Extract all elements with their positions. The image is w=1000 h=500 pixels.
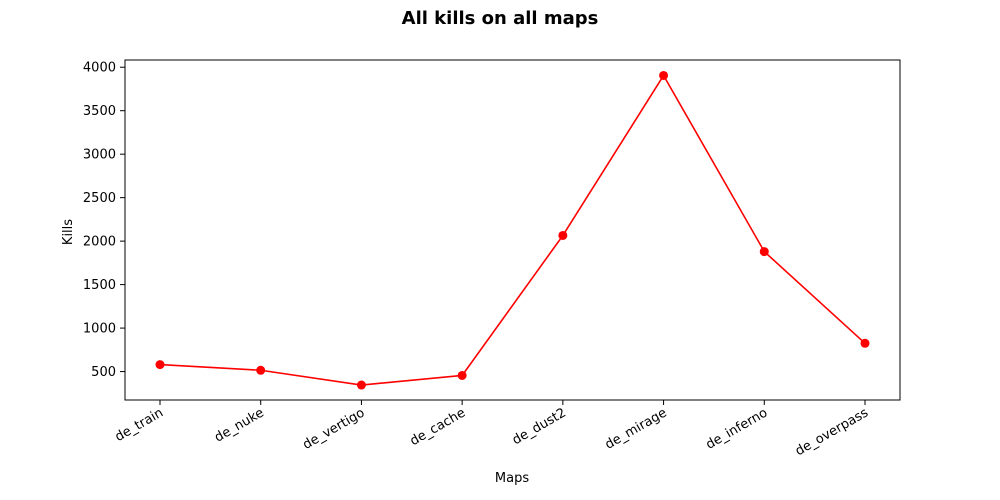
x-tick-label: de_inferno — [703, 405, 770, 452]
series-line — [159, 74, 866, 386]
y-tick-label: 1500 — [83, 278, 116, 293]
x-tick-label: de_cache — [408, 405, 469, 449]
data-point-de-dust2 — [558, 230, 568, 240]
x-tick-label: de_train — [113, 405, 166, 444]
x-tick-label: de_overpass — [793, 405, 871, 459]
data-point-de-nuke — [256, 365, 266, 375]
y-tick-label: 3000 — [83, 148, 116, 163]
data-point-de-train — [155, 360, 165, 370]
data-point-de-mirage — [659, 70, 669, 80]
x-axis-label: Maps — [495, 471, 529, 486]
x-tick-label: de_vertigo — [300, 405, 367, 452]
data-point-de-overpass — [860, 338, 870, 348]
data-point-de-vertigo — [356, 380, 366, 390]
y-tick-label: 3500 — [83, 104, 116, 119]
y-tick-label: 2500 — [83, 191, 116, 206]
x-tick-label: de_dust2 — [510, 405, 569, 448]
y-axis-label: Kills — [61, 219, 76, 245]
y-tick-label: 4000 — [83, 61, 116, 76]
y-tick-label: 2000 — [83, 235, 116, 250]
y-tick-label: 500 — [91, 365, 116, 380]
y-axis: 500 1000 1500 2000 2500 3000 3500 4000 — [83, 61, 125, 380]
data-point-de-cache — [457, 370, 467, 380]
chart-title: All kills on all maps — [402, 8, 599, 29]
x-tick-label: de_mirage — [603, 405, 670, 452]
series-layer — [155, 70, 870, 390]
plot-area-frame — [124, 59, 901, 401]
x-tick-label: de_nuke — [212, 405, 267, 445]
data-point-de-inferno — [759, 247, 769, 257]
x-axis: de_train de_nuke de_vertigo de_cache de_dust… — [113, 400, 871, 459]
y-tick-label: 1000 — [83, 322, 116, 337]
